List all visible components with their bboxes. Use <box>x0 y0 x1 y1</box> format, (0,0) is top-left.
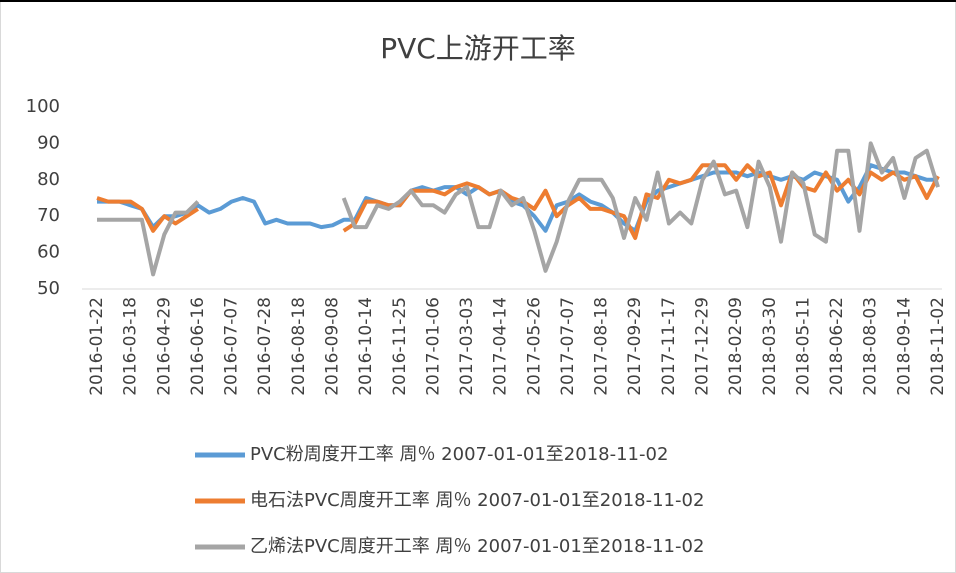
x-tick-label: 2016-04-29 <box>154 297 174 396</box>
y-tick-label: 90 <box>37 132 60 153</box>
x-tick-label: 2016-07-07 <box>222 297 242 396</box>
x-tick-label: 2016-06-16 <box>188 297 208 396</box>
chart-title: PVC上游开工率 <box>380 32 576 65</box>
legend-label: 电石法PVC周度开工率 周％ 2007-01-01至2018-11-02 <box>250 490 704 511</box>
y-tick-label: 70 <box>37 205 60 226</box>
x-tick-label: 2017-01-06 <box>423 297 443 396</box>
x-tick-label: 2016-10-14 <box>356 297 376 396</box>
x-tick-label: 2018-03-30 <box>760 297 780 396</box>
legend-label: 乙烯法PVC周度开工率 周％ 2007-01-01至2018-11-02 <box>250 536 704 557</box>
y-tick-label: 50 <box>37 278 60 299</box>
x-tick-label: 2016-01-22 <box>87 297 107 396</box>
x-tick-label: 2018-06-22 <box>827 297 847 396</box>
x-tick-label: 2017-07-07 <box>558 297 578 396</box>
legend-label: PVC粉周度开工率 周％ 2007-01-01至2018-11-02 <box>250 444 668 465</box>
x-tick-label: 2017-05-26 <box>524 297 544 396</box>
x-tick-label: 2018-08-03 <box>861 297 881 396</box>
x-tick-label: 2018-02-09 <box>726 297 746 396</box>
x-tick-label: 2016-11-25 <box>390 297 410 396</box>
x-tick-label: 2017-09-29 <box>625 297 645 396</box>
x-tick-label: 2018-09-14 <box>894 297 914 396</box>
x-tick-label: 2018-05-11 <box>793 297 813 396</box>
series-line <box>97 141 940 277</box>
series-line <box>96 163 940 240</box>
x-tick-label: 2017-08-18 <box>592 297 612 396</box>
x-tick-label: 2017-03-03 <box>457 297 477 396</box>
x-tick-label: 2016-08-18 <box>289 297 309 396</box>
y-tick-label: 100 <box>26 96 60 117</box>
y-tick-label: 60 <box>37 242 60 263</box>
x-tick-label: 2016-03-18 <box>121 297 141 396</box>
x-tick-label: 2017-04-14 <box>491 297 511 396</box>
x-tick-label: 2016-07-28 <box>255 297 275 396</box>
x-tick-label: 2017-12-29 <box>693 297 713 396</box>
x-tick-label: 2017-11-17 <box>659 297 679 396</box>
x-tick-label: 2016-09-08 <box>322 297 342 396</box>
y-tick-label: 80 <box>37 169 60 190</box>
x-tick-label: 2018-11-02 <box>928 297 948 396</box>
